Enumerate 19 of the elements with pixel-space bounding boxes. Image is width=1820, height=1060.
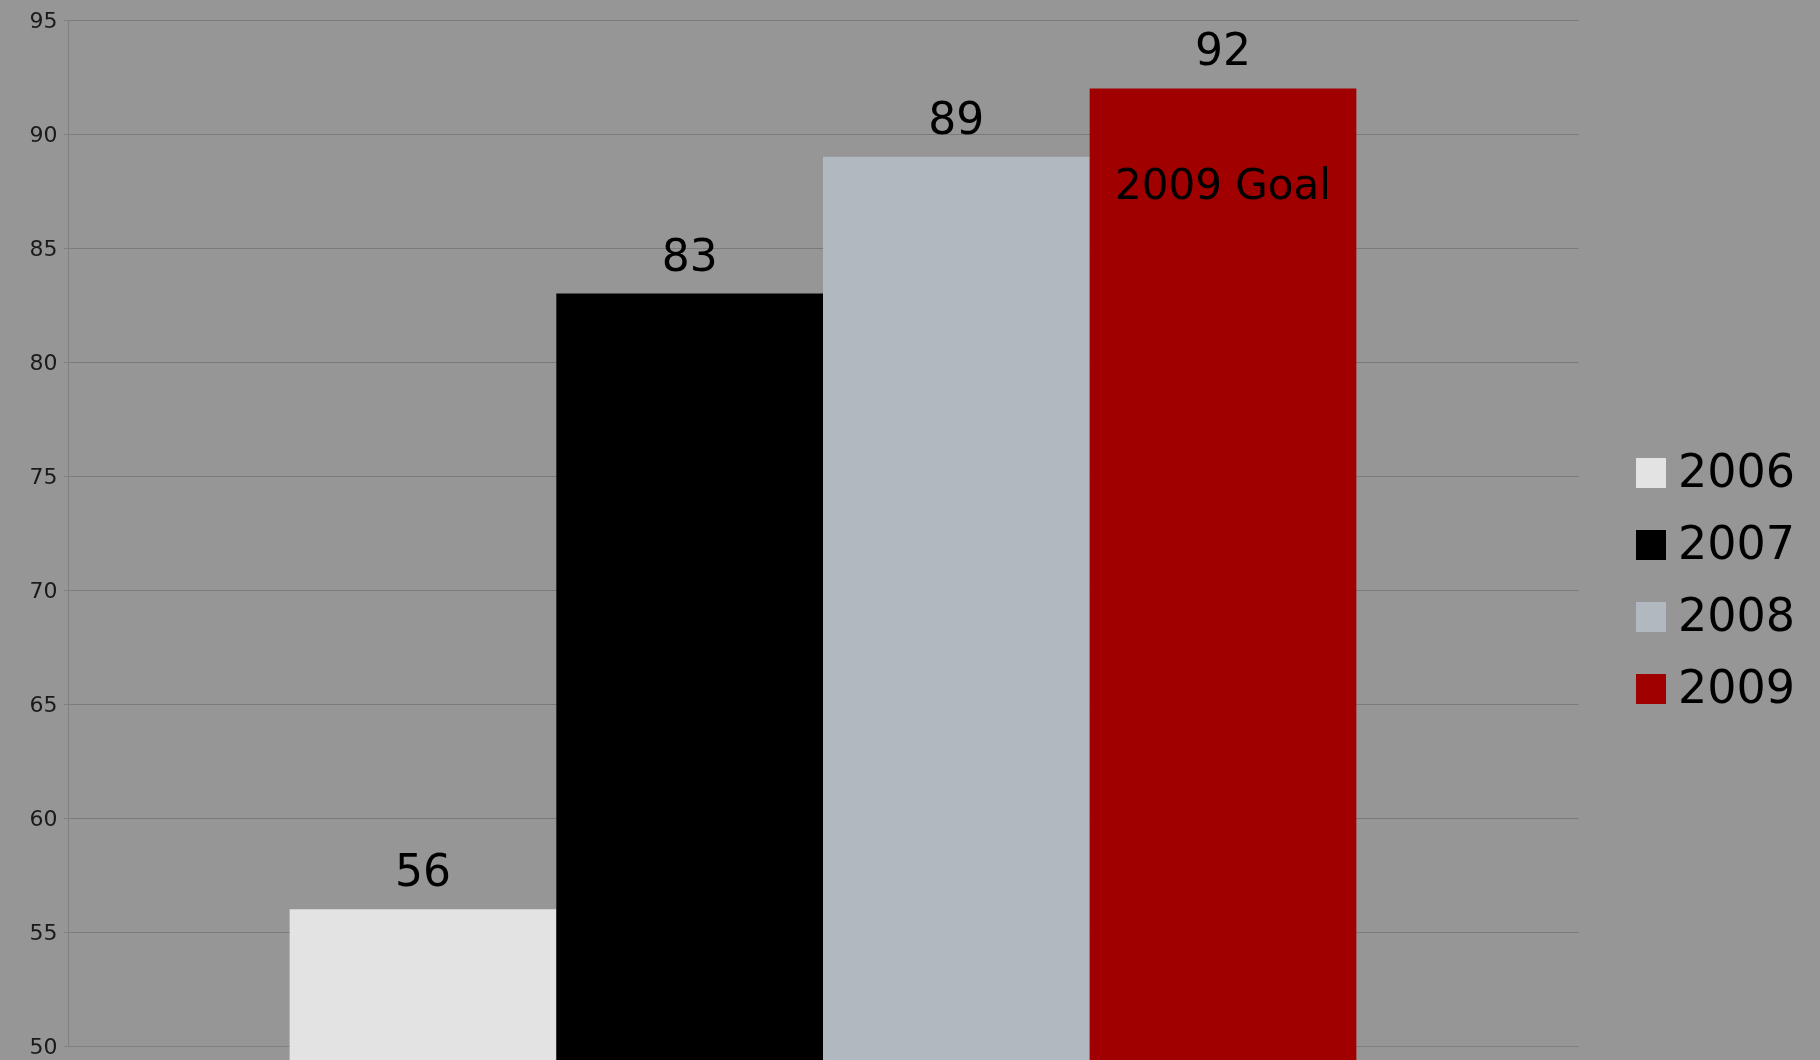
legend-label: 2007 [1678,516,1796,570]
annotation: 2009 Goal [1115,160,1331,210]
y-tick-label: 55 [29,919,58,945]
y-tick-label: 90 [29,121,58,147]
data-label: 89 [928,92,985,144]
y-tick-label: 60 [29,805,58,831]
data-label: 56 [394,845,451,897]
y-tick-label: 70 [29,577,58,603]
legend-label: 2008 [1678,588,1796,642]
y-tick-label: 85 [29,235,58,261]
legend-label: 2009 [1678,660,1796,714]
y-tick-label: 50 [29,1033,58,1059]
y-tick-label: 95 [29,7,58,33]
y-tick-label: 65 [29,691,58,717]
legend-label: 2006 [1678,444,1796,498]
y-tick-label: 75 [29,463,58,489]
y-tick-label: 80 [29,349,58,375]
data-label: 83 [661,229,718,281]
data-label: 92 [1195,24,1252,76]
